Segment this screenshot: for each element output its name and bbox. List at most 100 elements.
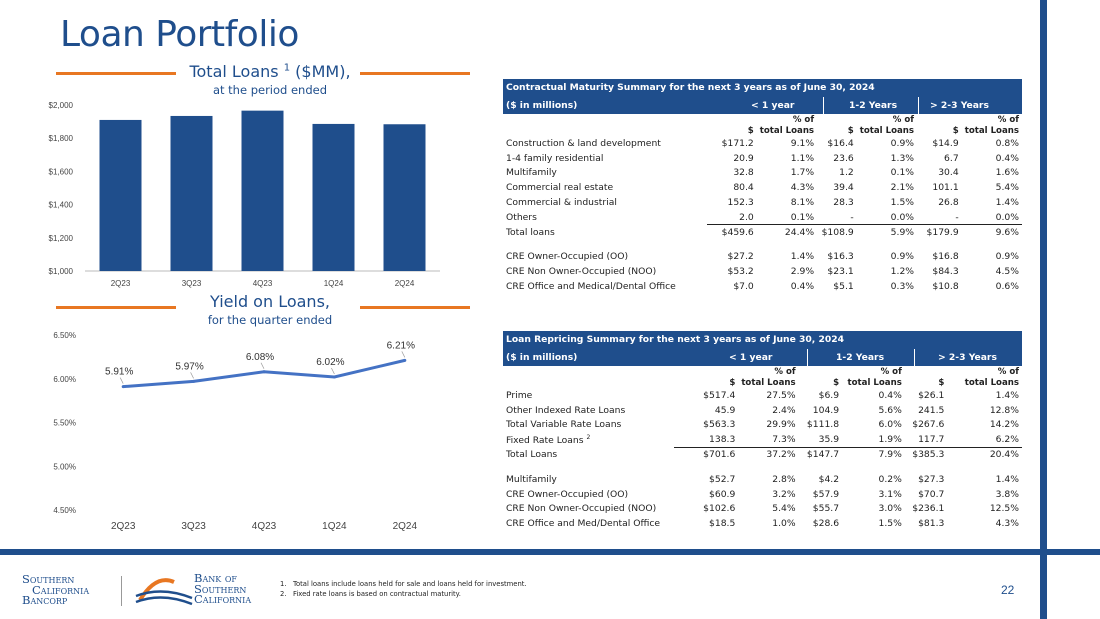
row-label-text: Prime xyxy=(506,389,533,401)
table-cell: 24.4% xyxy=(784,226,815,238)
table-cell: 7.3% xyxy=(738,432,799,448)
x-tick-label: 4Q23 xyxy=(253,279,273,288)
table-cell: 138.3 xyxy=(673,432,739,448)
table-cell: $701.6 xyxy=(703,449,736,461)
table-cell: 2.4% xyxy=(772,404,796,416)
table-cell: $27.2 xyxy=(727,251,754,263)
subheader-dollar-label: $ xyxy=(952,125,959,136)
table-cell: $52.7 xyxy=(709,473,736,485)
table-cell: 8.1% xyxy=(790,197,815,209)
table-cell: 5.9% xyxy=(890,226,915,238)
table-cell: $27.3 xyxy=(918,473,945,485)
data-label-leader xyxy=(119,377,124,384)
subheader-dollar-label: $ xyxy=(747,125,754,136)
y-tick-label: 6.00% xyxy=(53,375,76,384)
table-cell: 14.2% xyxy=(989,419,1019,431)
table-row: CRE Office and Med/Dental Office $18.5 1.0… xyxy=(503,516,1022,531)
table-cell: $53.2 xyxy=(727,266,754,278)
x-tick-label: 4Q23 xyxy=(252,521,277,532)
table-cell: 0.2% xyxy=(878,473,902,485)
table-cell: 35.9 xyxy=(798,432,843,448)
table-row: Commercial & industrial 152.3 8.1% 28.3 1.5%… xyxy=(503,195,1022,210)
bar-chart-title: Total Loans 1 ($MM), at the period ended xyxy=(170,62,370,97)
row-label-text: CRE Non Owner-Occupied (NOO) xyxy=(506,503,657,515)
row-label-text: Total Variable Rate Loans xyxy=(506,419,622,431)
table-cell: 1.3% xyxy=(890,152,915,164)
subheader-blank xyxy=(503,377,674,388)
repricing-group-1: < 1 year xyxy=(729,352,773,363)
logo-right-line: Southern xyxy=(194,581,247,596)
table-cell: $4.2 xyxy=(818,473,840,485)
y-tick-label: 4.50% xyxy=(53,506,76,515)
table-cell: 4.3% xyxy=(995,518,1019,530)
table-row: CRE Office and Medical/Dental Office $7.0… xyxy=(503,279,1022,294)
table-cell: 1.4% xyxy=(790,251,815,263)
row-label-text: Other Indexed Rate Loans xyxy=(506,404,626,416)
row-label-text: CRE Owner-Occupied (OO) xyxy=(506,251,629,263)
row-label: CRE Office and Medical/Dental Office xyxy=(503,279,707,294)
southern-california-bancorp-logo: Southern California Bancorp xyxy=(22,574,89,606)
table-cell: 80.4 xyxy=(733,182,754,194)
table-cell: 2.0 xyxy=(707,209,757,226)
subheader-pct-label: total Loans xyxy=(859,125,915,136)
table-cell: 28.3 xyxy=(833,197,854,209)
row-spacer xyxy=(503,462,1022,472)
table-cell: 6.0% xyxy=(878,419,902,431)
table-cell: $111.8 xyxy=(806,419,840,431)
table-cell: 241.5 xyxy=(918,404,945,416)
header-divider xyxy=(918,97,919,114)
table-cell: 5.6% xyxy=(878,404,902,416)
table-cell: 39.4 xyxy=(833,182,854,194)
row-label-text: Total Loans xyxy=(506,449,558,461)
table-cell: - xyxy=(817,209,857,226)
table-cell: $60.9 xyxy=(709,488,736,500)
yield-on-loans-line-chart: 4.50% 5.00% 5.50% 6.00% 6.50% 5.91% 2Q23 5.97% 3… xyxy=(53,331,417,532)
data-point xyxy=(121,385,125,389)
table-row: CRE Non Owner-Occupied (NOO) $53.2 2.9% $23… xyxy=(503,264,1022,279)
row-label: 1-4 family residential xyxy=(503,151,707,166)
y-tick-label: 5.00% xyxy=(53,462,76,471)
row-label: Commercial real estate xyxy=(503,180,707,195)
table-cell: 0.9% xyxy=(995,251,1019,263)
table-cell: $179.9 xyxy=(926,226,959,238)
table-cell: 101.1 xyxy=(932,182,959,194)
table-cell: 0.6% xyxy=(995,281,1019,293)
table-cell: 9.1% xyxy=(790,137,815,149)
subheader-pct-label: total Loans xyxy=(964,377,1019,388)
table-cell: 0.8% xyxy=(995,137,1019,149)
table-cell: 0.9% xyxy=(890,251,915,263)
subheader-blank xyxy=(503,125,707,136)
table-row: $ total Loans $ total Loans $ total Loans xyxy=(503,125,1022,136)
table-cell: $5.1 xyxy=(833,281,854,293)
row-label-text: 1-4 family residential xyxy=(506,152,604,164)
row-label: Multifamily xyxy=(503,472,674,487)
repricing-group-3: > 2-3 Years xyxy=(938,352,997,363)
series-line xyxy=(123,358,406,389)
subheader-dollar-label: $ xyxy=(938,377,945,388)
table-cell: 3.0% xyxy=(878,503,902,515)
table-row: Fixed Rate Loans 2 138.3 7.3% 35.9 1.9% 117.7… xyxy=(503,432,1022,448)
bar-chart-title-text: Total Loans xyxy=(189,62,279,81)
bar xyxy=(170,115,213,272)
repricing-table-title: Loan Repricing Summary for the next 3 ye… xyxy=(506,334,845,345)
table-cell: 2.9% xyxy=(790,266,815,278)
table-row: Total Loans $701.6 37.2% $147.7 7.9% $385.3 20… xyxy=(503,447,1022,462)
row-label-text: Commercial real estate xyxy=(506,182,614,194)
orange-rule xyxy=(360,306,470,309)
row-label: Prime xyxy=(503,388,674,403)
maturity-table-group-row: ($ in millions) < 1 year 1-2 Years > 2-3… xyxy=(503,97,1022,114)
repricing-summary-table: Loan Repricing Summary for the next 3 ye… xyxy=(503,331,1022,531)
table-cell: $70.7 xyxy=(918,488,945,500)
data-label-leader xyxy=(260,362,265,369)
y-tick-label: $1,800 xyxy=(49,134,74,143)
row-label: Multifamily xyxy=(503,166,707,181)
table-cell: 1.1% xyxy=(790,152,815,164)
table-cell: $108.9 xyxy=(821,226,854,238)
data-point xyxy=(262,370,266,374)
subheader-dollar-label: $ xyxy=(833,377,840,388)
logo-left-line: Southern xyxy=(22,572,75,586)
orange-rule xyxy=(56,72,176,75)
table-cell: $7.0 xyxy=(733,281,754,293)
table-row: Construction & land development $171.2 9.1… xyxy=(503,136,1022,151)
table-cell: 0.9% xyxy=(890,137,915,149)
